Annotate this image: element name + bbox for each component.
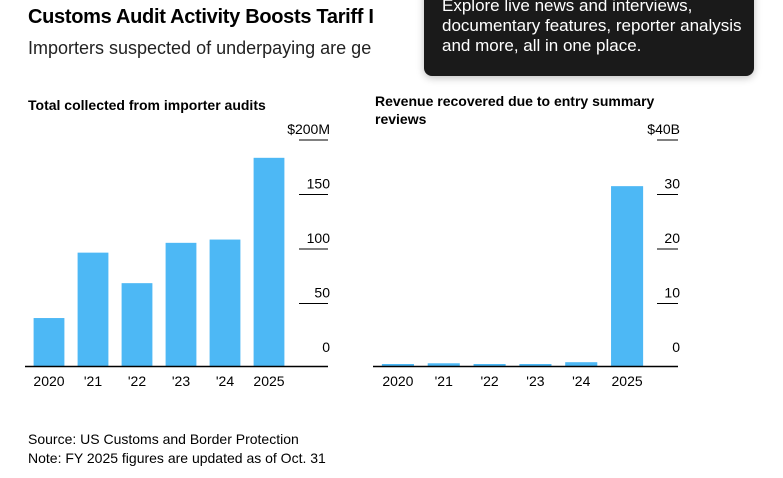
reviews-bar — [519, 364, 552, 366]
footnote: Note: FY 2025 figures are updated as of … — [28, 450, 326, 466]
audits-bar — [209, 239, 241, 366]
reviews-bar — [427, 363, 460, 366]
reviews-y-tick-label: 20 — [664, 230, 680, 246]
audits-y-tick-label: $200M — [287, 121, 330, 137]
page-title: Customs Audit Activity Boosts Tariff I — [28, 6, 374, 28]
audits-bar — [121, 283, 153, 366]
audits-x-tick-label: 2020 — [33, 373, 64, 389]
audits-y-tick-label: 100 — [307, 230, 331, 246]
reviews-x-tick-label: '22 — [480, 373, 498, 389]
audits-x-tick-label: '22 — [128, 373, 146, 389]
reviews-bar — [381, 364, 414, 366]
reviews-bar — [565, 362, 598, 366]
audits-bar — [253, 157, 285, 366]
tooltip-text: Explore live news and interviews, docume… — [442, 0, 742, 55]
reviews-x-tick-label: 2025 — [612, 373, 643, 389]
reviews-bar — [611, 186, 644, 366]
reviews-x-tick-label: '23 — [526, 373, 544, 389]
audits-bar — [77, 252, 109, 366]
audits-bar — [165, 242, 197, 366]
audits-y-tick-label: 150 — [307, 176, 331, 192]
reviews-x-tick-label: '21 — [435, 373, 453, 389]
page-subtitle: Importers suspected of underpaying are g… — [28, 38, 372, 58]
reviews-x-tick-label: 2020 — [382, 373, 413, 389]
reviews-y-tick-label: 30 — [664, 176, 680, 192]
audits-y-tick-label: 0 — [322, 339, 330, 355]
audits-y-tick-label: 50 — [314, 285, 330, 301]
audits-x-tick-label: '21 — [84, 373, 102, 389]
audits-x-tick-label: '23 — [172, 373, 190, 389]
audits-x-tick-label: 2025 — [253, 373, 284, 389]
chart-title-audits: Total collected from importer audits — [28, 97, 266, 113]
chart-footer: Source: US Customs and Border Protection… — [28, 430, 326, 468]
reviews-y-tick-label: 0 — [672, 339, 680, 355]
reviews-y-tick-label: 10 — [664, 285, 680, 301]
audits-x-tick-label: '24 — [216, 373, 234, 389]
audits-bar — [33, 318, 65, 366]
news-tooltip[interactable]: Explore live news and interviews, docume… — [424, 0, 754, 76]
reviews-y-tick-label: $40B — [647, 121, 680, 137]
reviews-x-tick-label: '24 — [572, 373, 590, 389]
chart-title-reviews: Revenue recovered due to entry summary r… — [375, 93, 655, 127]
reviews-bar — [473, 364, 506, 366]
source-note: Source: US Customs and Border Protection — [28, 431, 299, 447]
